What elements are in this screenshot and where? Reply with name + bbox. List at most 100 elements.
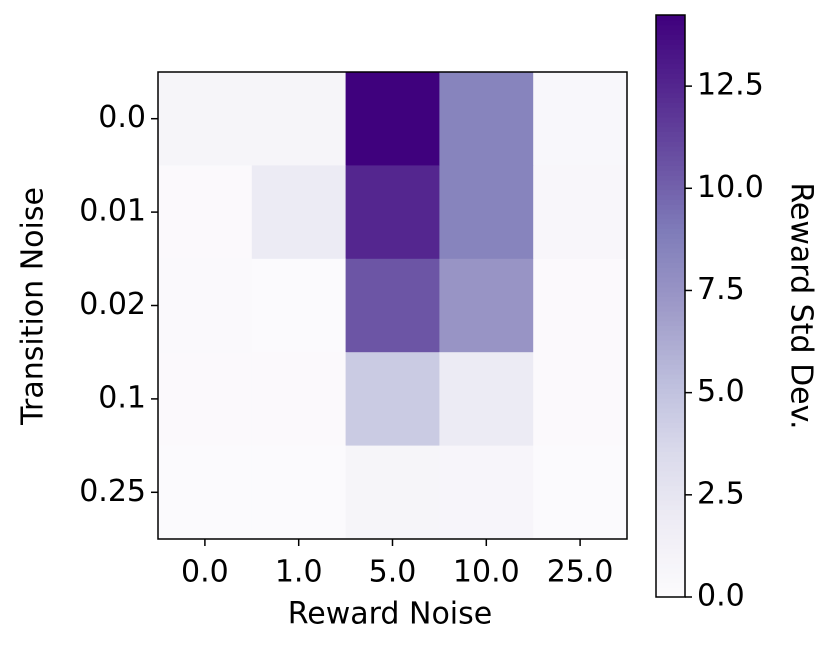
colorbar-segment: [656, 320, 685, 326]
x-tick-label: 1.0: [275, 555, 323, 590]
heatmap-cell: [345, 258, 440, 353]
colorbar-segment: [656, 543, 685, 550]
colorbar-segment: [656, 393, 685, 399]
y-tick-label: 0.0: [98, 100, 146, 135]
colorbar-segment: [656, 228, 685, 234]
colorbar-segment: [656, 306, 685, 312]
colorbar-segment: [656, 276, 685, 283]
colorbar-segment: [656, 78, 685, 84]
colorbar-segment: [656, 538, 685, 545]
colorbar-segment: [656, 179, 685, 186]
colorbar-segment: [656, 456, 685, 462]
heatmap-cell: [345, 72, 440, 166]
colorbar-segment: [656, 184, 685, 191]
colorbar-segment: [656, 199, 685, 205]
colorbar-segment: [656, 432, 685, 438]
heatmap-cell: [439, 258, 534, 353]
colorbar-segment: [656, 373, 685, 380]
colorbar-segment: [656, 136, 685, 142]
colorbar-segment: [656, 495, 685, 501]
colorbar-tick-label: 5.0: [697, 374, 745, 409]
colorbar-segment: [656, 388, 685, 394]
colorbar-segment: [656, 68, 685, 74]
colorbar-segment: [656, 310, 685, 317]
colorbar-segment: [656, 87, 685, 94]
heatmap-cell: [251, 258, 347, 353]
heatmap-cell: [533, 258, 628, 353]
colorbar-tick-label: 10.0: [697, 170, 764, 205]
colorbar-segment: [656, 34, 685, 40]
heatmap-cell: [345, 165, 440, 260]
heatmap-cell: [158, 352, 253, 447]
colorbar-segment: [656, 509, 685, 516]
colorbar-segment: [656, 126, 685, 132]
colorbar-segment: [656, 451, 685, 457]
colorbar-segment: [656, 325, 685, 331]
colorbar-segment: [656, 209, 685, 215]
colorbar-segment: [656, 359, 685, 365]
heatmap-cell: [251, 165, 347, 260]
colorbar-segment: [656, 262, 685, 268]
colorbar-segment: [656, 155, 685, 162]
colorbar-segment: [656, 296, 685, 302]
colorbar-segment: [656, 160, 685, 166]
colorbar-segment: [656, 204, 685, 210]
colorbar-segment: [656, 514, 685, 520]
colorbar-segment: [656, 194, 685, 200]
colorbar-segment: [656, 291, 685, 297]
colorbar-segment: [656, 252, 685, 259]
heatmap-cell: [439, 165, 534, 260]
colorbar-segment: [656, 412, 685, 419]
colorbar-segment: [656, 466, 685, 472]
colorbar-segment: [656, 286, 685, 293]
colorbar-tick-label: 0.0: [697, 579, 745, 614]
colorbar-segment: [656, 533, 685, 540]
colorbar-segment: [656, 267, 685, 273]
colorbar-segment: [656, 344, 685, 351]
colorbar-segment: [656, 145, 685, 152]
heatmap-cell: [251, 72, 347, 166]
heatmap-cell: [345, 352, 440, 447]
colorbar-segment: [656, 480, 685, 487]
y-tick-label: 0.25: [79, 474, 146, 509]
colorbar-segment: [656, 73, 685, 79]
colorbar-segment: [656, 529, 685, 535]
colorbar-segment: [656, 170, 685, 176]
colorbar-segment: [656, 213, 685, 220]
colorbar-segment: [656, 335, 685, 341]
colorbar-segment: [656, 247, 685, 254]
colorbar-segment: [656, 82, 685, 89]
heatmap-cell: [533, 165, 628, 260]
colorbar-segment: [656, 422, 685, 428]
colorbar-segment: [656, 121, 685, 128]
colorbar-segment: [656, 257, 685, 263]
colorbar-segment: [656, 175, 685, 181]
heatmap-cell: [158, 445, 253, 540]
x-axis-label: Reward Noise: [288, 597, 492, 632]
colorbar-segment: [656, 558, 685, 564]
colorbar-segment: [656, 24, 685, 31]
y-tick-label: 0.02: [79, 287, 146, 322]
colorbar-segment: [656, 19, 685, 26]
heatmap-cell: [158, 72, 253, 166]
heatmap-cell: [439, 445, 534, 540]
heatmap-cell: [345, 445, 440, 540]
colorbar-segment: [656, 470, 685, 477]
colorbar-tick-label: 2.5: [697, 476, 745, 511]
heatmap-cell: [533, 72, 628, 166]
colorbar-segment: [656, 461, 685, 467]
colorbar-segment: [656, 407, 685, 414]
colorbar-segment: [656, 403, 685, 409]
colorbar-segment: [656, 63, 685, 69]
colorbar-segment: [656, 281, 685, 288]
colorbar-segment: [656, 441, 685, 448]
colorbar-segment: [656, 223, 685, 229]
colorbar-segment: [656, 29, 685, 35]
colorbar-segment: [656, 150, 685, 157]
colorbar-segment: [656, 364, 685, 370]
colorbar-segment: [656, 398, 685, 404]
colorbar-segment: [656, 242, 685, 249]
heatmap-cell: [533, 445, 628, 540]
colorbar-segment: [656, 58, 685, 65]
